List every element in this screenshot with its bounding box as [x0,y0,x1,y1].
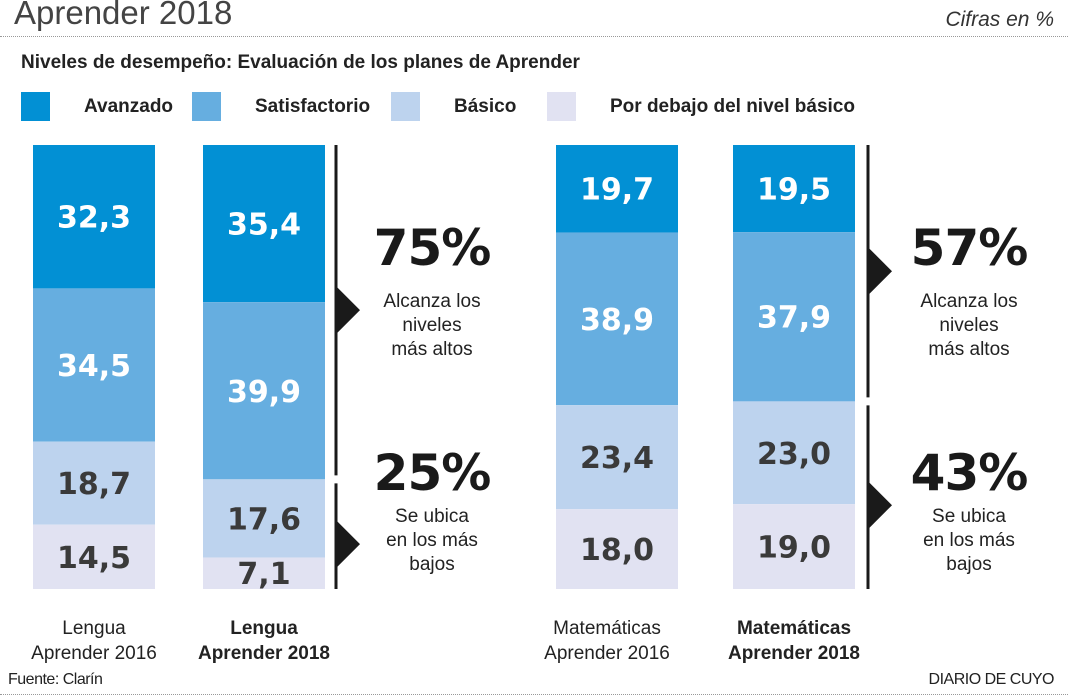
legend-label: Básico [454,95,517,117]
bar-segment-avanzado [33,145,155,289]
callout-percent: 57% [910,219,1029,277]
category-edition: Aprender 2016 [544,643,670,664]
bar-value-label: 19,7 [580,173,654,208]
category-edition: Aprender 2018 [727,643,860,664]
bar-segment-satisfactorio [556,232,678,406]
top-divider [0,36,1068,37]
bar-value-label: 18,7 [57,467,131,502]
legend-label: Satisfactorio [255,95,371,117]
page-title: Aprender 2018 [14,0,233,31]
callout-matematicas-high: 57% Alcanza los niveles más altos [889,220,1049,362]
callout-lengua-high: 75% Alcanza los niveles más altos [352,220,512,362]
category-edition: Aprender 2016 [31,643,157,664]
bar-segment-básico [33,441,155,525]
bar-value-label: 19,5 [757,173,831,208]
bar-value-label: 17,6 [227,502,301,537]
bar-value-label: 18,0 [580,533,654,568]
bar-segment-avanzado [203,145,325,303]
legend-label: Por debajo del nivel básico [610,95,855,117]
brand-credit: DIARIO DE CUYO [928,671,1055,688]
category-subject: Matemáticas [736,618,852,639]
category-subject: Matemáticas [553,618,661,639]
chart-title: Niveles de desempeño: Evaluación de los … [21,52,580,73]
pointer-arrow-icon [868,481,892,530]
pointer-arrow-icon [336,286,360,335]
legend-item-avanzado: Avanzado [21,92,173,121]
category-label: Lengua Aprender 2016 [9,616,179,666]
bar-segment-avanzado [733,145,855,233]
legend-swatch-satisfactorio [192,92,221,121]
bar-value-label: 23,4 [580,441,654,476]
bar-value-label: 14,5 [57,541,131,576]
callout-text: Alcanza los niveles más altos [920,291,1018,360]
bar-segment-básico [203,479,325,558]
bar-value-label: 39,9 [227,375,301,410]
legend-swatch-por-debajo [547,92,576,121]
legend-item-satisfactorio: Satisfactorio [192,92,370,121]
legend-item-por-debajo: Por debajo del nivel básico [547,92,855,121]
category-edition: Aprender 2018 [197,643,330,664]
category-subject: Lengua [62,618,126,639]
callout-percent: 75% [373,219,492,277]
bar-segment-por-debajo-del-nivel-básico [33,524,155,589]
bar-segment-avanzado [556,145,678,233]
callout-lengua-low: 25% Se ubica en los más bajos [352,445,512,577]
bar-segment-básico [733,401,855,505]
pointer-arrow-icon [336,520,360,569]
bar-segment-por-debajo-del-nivel-básico [733,504,855,589]
bar-value-label: 38,9 [580,303,654,338]
callout-percent: 25% [373,444,492,502]
bar-segment-satisfactorio [203,302,325,480]
bar-value-label: 37,9 [757,301,831,336]
bar-value-label: 35,4 [227,208,301,243]
category-label: Lengua Aprender 2018 [179,616,349,666]
callout-text: Se ubica en los más bajos [386,506,478,575]
legend-swatch-avanzado [21,92,50,121]
bar-segment-por-debajo-del-nivel-básico [556,509,678,589]
legend-label: Avanzado [84,95,174,117]
category-label: Matemáticas Aprender 2018 [709,616,879,666]
bar-value-label: 7,1 [237,557,290,592]
callout-percent: 43% [910,444,1029,502]
bar-segment-básico [556,405,678,510]
bar-segment-satisfactorio [733,232,855,402]
callout-text: Alcanza los niveles más altos [383,291,481,360]
bar-value-label: 23,0 [757,437,831,472]
legend-swatch-basico [391,92,420,121]
pointer-arrow-icon [868,247,892,296]
source-note: Fuente: Clarín [8,671,103,688]
bottom-divider [0,694,1068,695]
category-subject: Lengua [230,618,298,639]
bar-value-label: 19,0 [757,531,831,566]
bar-segment-satisfactorio [33,288,155,442]
category-label: Matemáticas Aprender 2016 [522,616,692,666]
units-note: Cifras en % [945,8,1054,31]
bar-value-label: 32,3 [57,201,131,236]
callout-matematicas-low: 43% Se ubica en los más bajos [889,445,1049,577]
bar-segment-por-debajo-del-nivel-básico [203,557,325,589]
legend-item-basico: Básico [391,92,516,121]
callout-text: Se ubica en los más bajos [923,506,1015,575]
bar-value-label: 34,5 [57,349,131,384]
